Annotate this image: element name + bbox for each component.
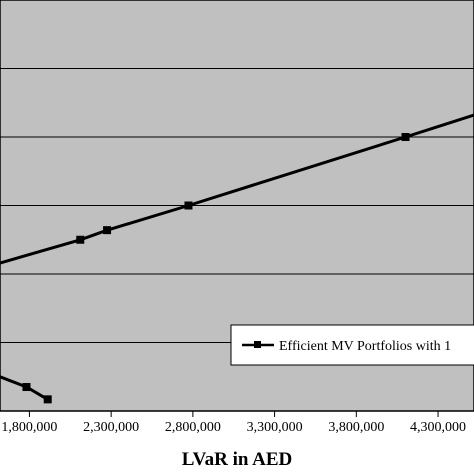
legend: Efficient MV Portfolios with 1 <box>230 324 474 366</box>
data-point-marker <box>184 201 193 210</box>
x-axis-title: LVaR in AED <box>182 449 293 470</box>
data-point-marker <box>103 226 112 235</box>
x-tick-label: 2,300,000 <box>83 420 139 435</box>
x-tick-label: 1,800,000 <box>1 420 57 435</box>
series-line <box>0 113 474 265</box>
series-layer <box>0 113 474 404</box>
legend-label: Efficient MV Portfolios with 1 <box>279 339 451 354</box>
x-tick-label: 2,800,000 <box>165 420 221 435</box>
x-tick-label: 3,300,000 <box>247 420 303 435</box>
data-point-marker <box>43 395 52 404</box>
x-axis-ticks: 1,800,000 2,300,000 2,800,000 3,300,000 3,80… <box>1 411 466 435</box>
data-point-marker <box>76 235 85 244</box>
data-point-marker <box>401 133 410 141</box>
data-point-marker <box>22 383 31 392</box>
legend-marker <box>254 341 261 348</box>
x-tick-label: 4,300,000 <box>410 420 466 435</box>
x-tick-label: 3,800,000 <box>328 420 384 435</box>
